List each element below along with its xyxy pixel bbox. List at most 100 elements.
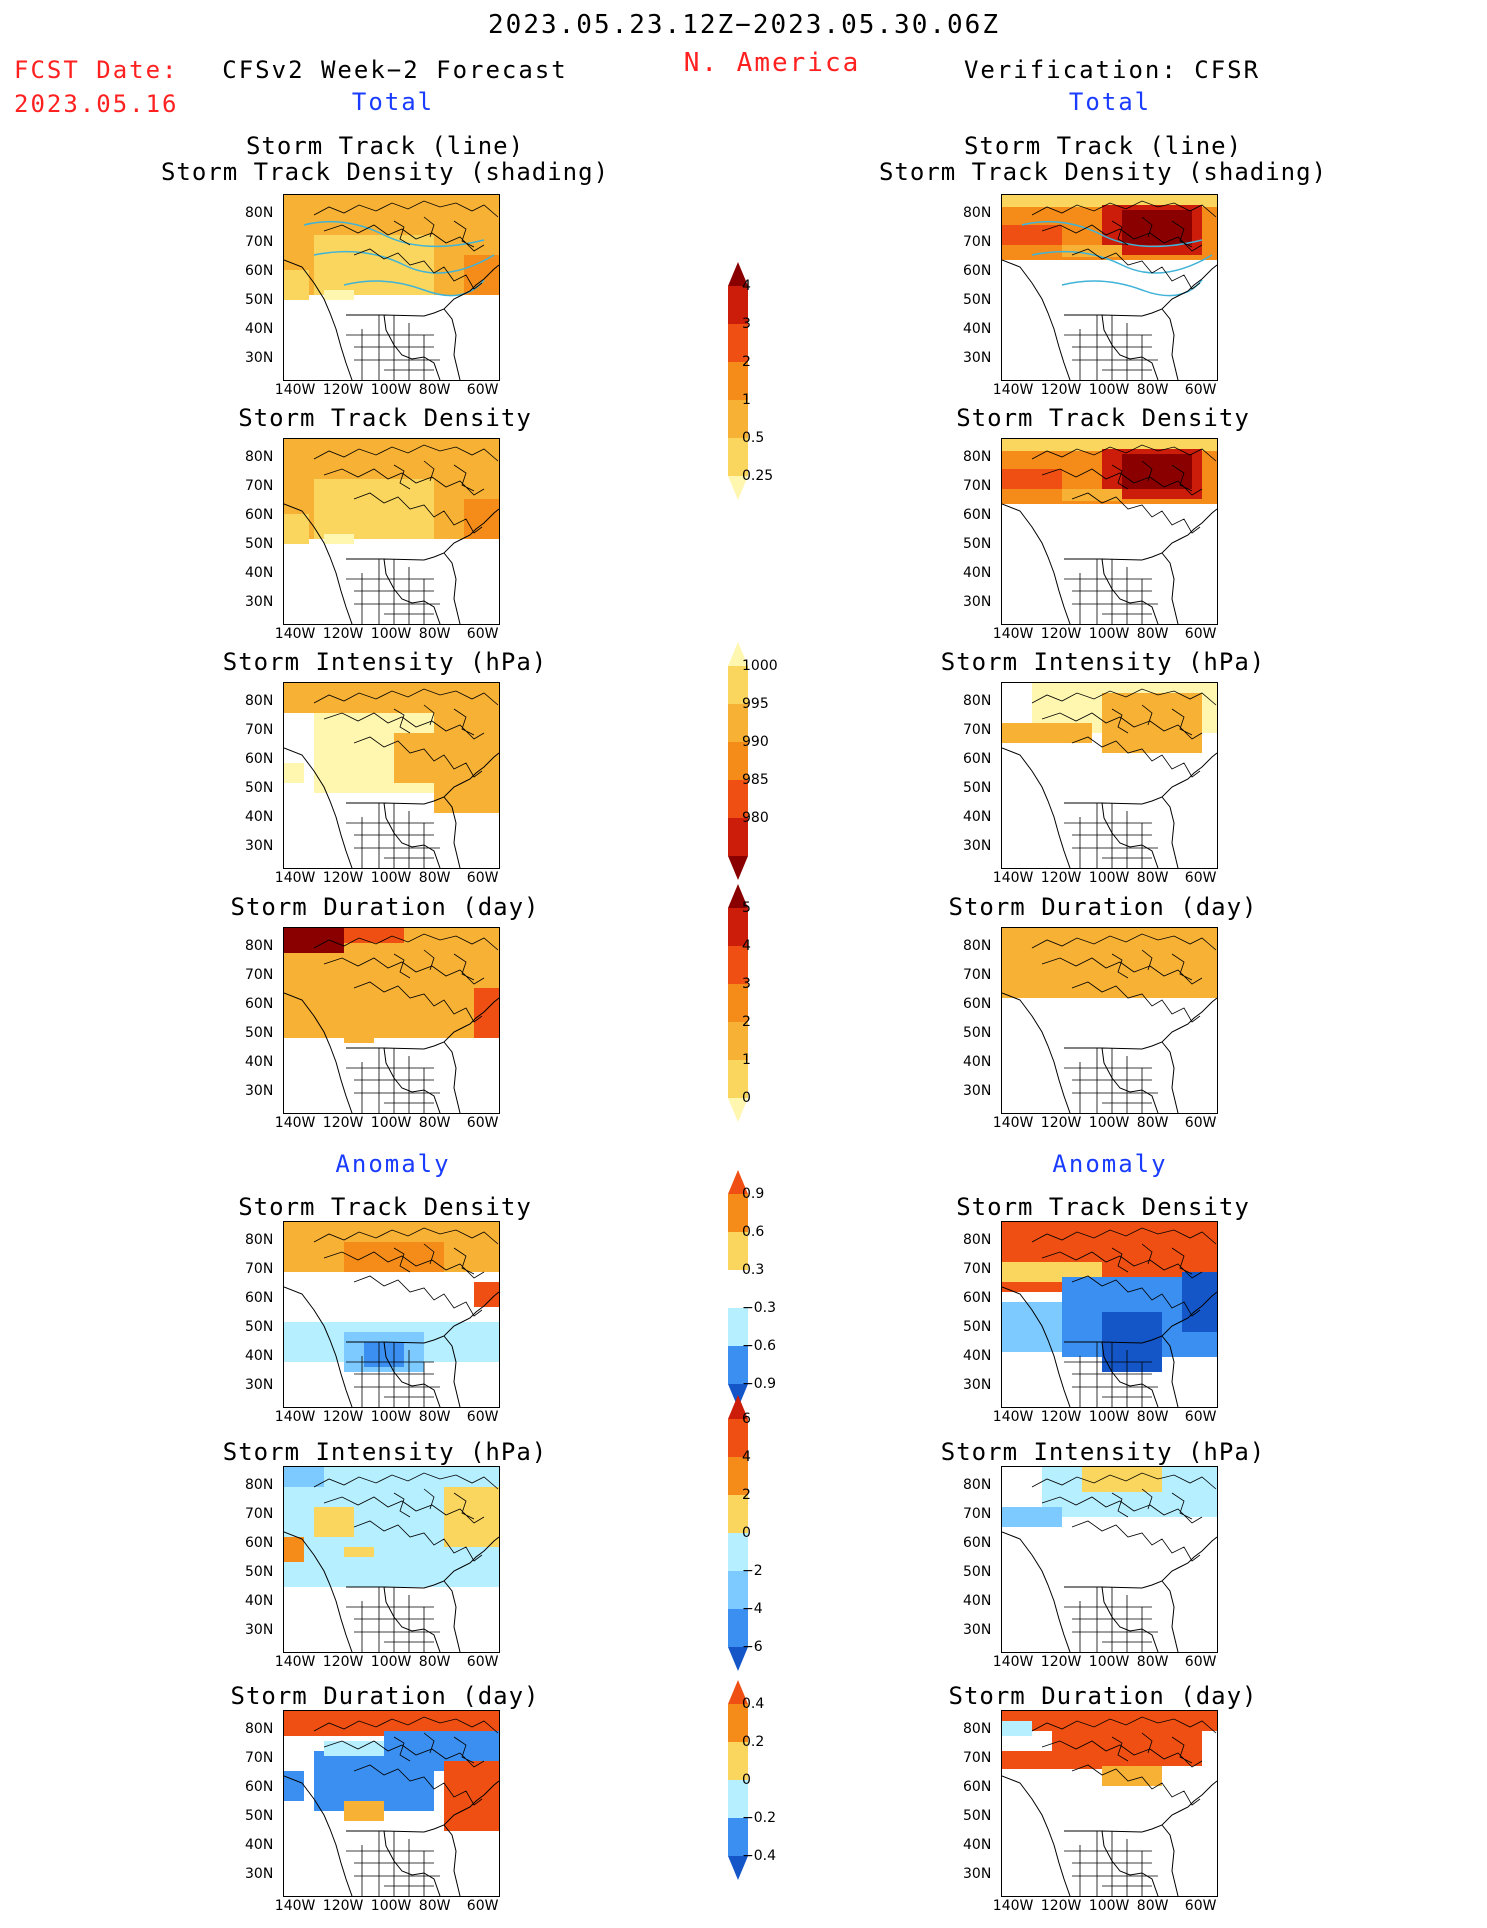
lon-tick: 140W — [992, 870, 1034, 886]
lon-tick: 60W — [1184, 626, 1217, 642]
lat-tick: 50N — [245, 535, 274, 552]
lat-tick: 40N — [245, 1592, 274, 1609]
model-title: CFSv2 Week−2 Forecast — [222, 56, 568, 84]
panel-title-track-shading-right: Storm Track Density (shading) — [878, 158, 1328, 186]
map-duranom-verification — [1001, 1710, 1218, 1897]
lon-tick: 120W — [322, 1409, 364, 1425]
lat-tick: 50N — [963, 1807, 992, 1824]
map-ianom-forecast — [283, 1466, 500, 1653]
lat-tick: 40N — [245, 1836, 274, 1853]
lat-tick: 40N — [245, 808, 274, 825]
lon-tick: 140W — [992, 382, 1034, 398]
colorbar-label: 0 — [742, 1525, 751, 1541]
lat-tick: 80N — [963, 692, 992, 709]
lon-tick: 140W — [274, 1115, 316, 1131]
lon-tick: 60W — [466, 626, 499, 642]
period-title: 2023.05.23.12Z−2023.05.30.06Z — [488, 10, 1000, 40]
lat-tick: 40N — [963, 1347, 992, 1364]
colorbar-label: 4 — [742, 1449, 751, 1465]
colorbar-label: 4 — [742, 938, 751, 954]
map-track-forecast — [283, 194, 500, 381]
colorbar-label: 0.2 — [742, 1734, 765, 1750]
lon-tick: 100W — [1088, 1898, 1130, 1914]
lon-tick: 120W — [1040, 1115, 1082, 1131]
lon-tick: 80W — [418, 1654, 451, 1670]
lon-tick: 60W — [466, 1115, 499, 1131]
lon-tick: 80W — [418, 1409, 451, 1425]
map-track-verification — [1001, 194, 1218, 381]
lat-tick: 50N — [963, 1318, 992, 1335]
lat-tick: 70N — [245, 1749, 274, 1766]
map-duration-verification — [1001, 927, 1218, 1114]
lat-tick: 70N — [245, 1260, 274, 1277]
colorbar-label: −0.6 — [742, 1338, 776, 1354]
panel-title-track-line-left: Storm Track (line) — [245, 132, 525, 160]
lon-tick: 80W — [418, 626, 451, 642]
lat-tick: 30N — [963, 837, 992, 854]
lat-tick: 60N — [245, 1534, 274, 1551]
lat-tick: 50N — [963, 291, 992, 308]
panel-title-duration-right: Storm Duration (day) — [948, 893, 1258, 921]
lon-tick: 140W — [992, 1115, 1034, 1131]
lon-tick: 60W — [466, 1654, 499, 1670]
lat-tick: 60N — [245, 995, 274, 1012]
lon-tick: 60W — [1184, 1898, 1217, 1914]
panel-title-intensity-anom-right: Storm Intensity (hPa) — [940, 1438, 1266, 1466]
lat-tick: 40N — [963, 564, 992, 581]
lon-tick: 100W — [370, 1654, 412, 1670]
lat-tick: 30N — [963, 349, 992, 366]
colorbar-label: 0.5 — [742, 430, 765, 446]
lon-tick: 100W — [1088, 1115, 1130, 1131]
lat-tick: 50N — [963, 535, 992, 552]
lat-tick: 70N — [245, 233, 274, 250]
panel-title-density-right: Storm Track Density — [956, 404, 1250, 432]
lat-tick: 30N — [963, 1376, 992, 1393]
lat-tick: 80N — [245, 448, 274, 465]
fcst-date-value: 2023.05.16 — [14, 90, 179, 118]
lat-tick: 80N — [963, 1476, 992, 1493]
lon-tick: 120W — [322, 1115, 364, 1131]
lat-tick: 30N — [245, 1621, 274, 1638]
panel-title-track-shading-left: Storm Track Density (shading) — [160, 158, 610, 186]
lon-tick: 80W — [1136, 382, 1169, 398]
lat-tick: 80N — [245, 692, 274, 709]
lat-tick: 60N — [245, 1778, 274, 1795]
lon-tick: 80W — [418, 870, 451, 886]
panel-title-intensity-right: Storm Intensity (hPa) — [940, 648, 1266, 676]
lat-tick: 60N — [963, 1778, 992, 1795]
lon-tick: 100W — [370, 1409, 412, 1425]
lat-tick: 50N — [245, 1318, 274, 1335]
lat-tick: 80N — [245, 1476, 274, 1493]
lat-tick: 70N — [963, 233, 992, 250]
lon-tick: 100W — [1088, 1409, 1130, 1425]
colorbar-label: 1 — [742, 392, 751, 408]
fcst-date-label: FCST Date: — [14, 56, 179, 84]
lon-tick: 100W — [370, 1115, 412, 1131]
lat-tick: 80N — [963, 937, 992, 954]
colorbar-label: 0 — [742, 1090, 751, 1106]
lon-tick: 60W — [1184, 1409, 1217, 1425]
lat-tick: 60N — [245, 750, 274, 767]
lat-tick: 70N — [963, 477, 992, 494]
lat-tick: 80N — [963, 1231, 992, 1248]
total-label-left: Total — [351, 88, 435, 116]
lon-tick: 100W — [370, 1898, 412, 1914]
lat-tick: 80N — [963, 448, 992, 465]
lon-tick: 80W — [418, 1898, 451, 1914]
lat-tick: 70N — [963, 721, 992, 738]
lon-tick: 120W — [322, 626, 364, 642]
lon-tick: 140W — [992, 1409, 1034, 1425]
lon-tick: 120W — [1040, 626, 1082, 642]
lat-tick: 60N — [963, 262, 992, 279]
lat-tick: 50N — [245, 1024, 274, 1041]
lon-tick: 120W — [322, 1898, 364, 1914]
map-duranom-forecast — [283, 1710, 500, 1897]
region-title: N. America — [683, 48, 861, 78]
lon-tick: 80W — [418, 382, 451, 398]
lon-tick: 60W — [1184, 382, 1217, 398]
anomaly-label-left: Anomaly — [335, 1150, 451, 1178]
panel-title-duration-anom-left: Storm Duration (day) — [230, 1682, 540, 1710]
anomaly-label-right: Anomaly — [1052, 1150, 1168, 1178]
panel-title-intensity-left: Storm Intensity (hPa) — [222, 648, 548, 676]
colorbar-label: 995 — [742, 696, 769, 712]
